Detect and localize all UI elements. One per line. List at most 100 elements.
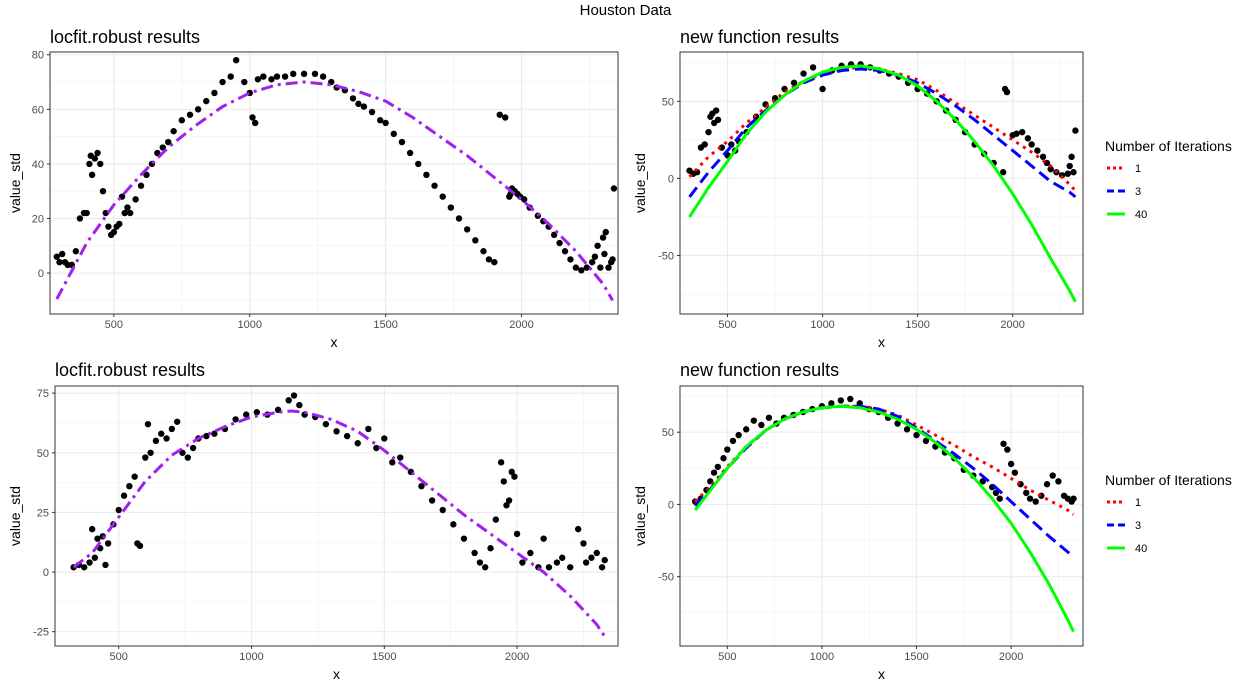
- data-point: [76, 215, 84, 222]
- y-tick-label: 50: [662, 427, 674, 439]
- data-point: [322, 420, 330, 428]
- data-point: [491, 258, 498, 266]
- x-tick-label: 500: [105, 319, 123, 331]
- data-point: [97, 160, 104, 168]
- y-tick-label: 75: [37, 388, 49, 400]
- data-point: [1004, 446, 1011, 453]
- data-point: [254, 76, 262, 83]
- chart-panel-4: 500 1000 1500 2000 -50 0 50 new function result…: [632, 360, 1232, 682]
- data-point: [116, 220, 123, 228]
- data-point: [99, 187, 107, 195]
- data-point: [1024, 135, 1032, 142]
- data-point: [158, 430, 165, 437]
- data-point: [124, 204, 131, 211]
- data-point: [203, 97, 210, 105]
- data-point: [979, 478, 986, 485]
- data-point: [91, 554, 99, 561]
- data-point: [131, 473, 138, 480]
- data-point: [809, 64, 817, 71]
- data-point: [147, 449, 154, 456]
- data-point: [102, 209, 109, 217]
- series-line-3: [693, 404, 1075, 558]
- data-layer: [70, 392, 608, 638]
- x-tick-label: 1000: [239, 651, 263, 663]
- legend-label-1: 1: [1135, 163, 1141, 175]
- data-point: [136, 542, 144, 550]
- data-point: [828, 400, 835, 407]
- y-tick-label: 0: [43, 567, 49, 579]
- data-point: [102, 561, 109, 569]
- data-point: [847, 395, 854, 403]
- data-point: [86, 160, 93, 168]
- x-tick-label: 2000: [999, 651, 1023, 663]
- data-point: [381, 435, 388, 442]
- data-layer: [686, 61, 1079, 303]
- data-point: [765, 414, 773, 421]
- data-point: [1066, 162, 1073, 170]
- data-point: [1028, 141, 1035, 148]
- data-point: [227, 73, 234, 80]
- data-point: [588, 258, 596, 266]
- legend-title: Number of Iterations: [1105, 472, 1232, 488]
- x-tick-label: 2000: [1000, 319, 1024, 331]
- data-point: [605, 264, 612, 271]
- data-point: [1026, 495, 1034, 502]
- data-point: [268, 76, 275, 83]
- data-point: [1039, 153, 1047, 160]
- data-point: [819, 85, 826, 93]
- data-point: [460, 535, 468, 542]
- data-point: [165, 138, 172, 146]
- data-point: [559, 554, 566, 561]
- panel-title: locfit.robust results: [50, 27, 200, 47]
- data-point: [232, 416, 239, 423]
- data-point: [1049, 472, 1056, 479]
- y-tick-label: 25: [37, 507, 49, 519]
- legend-label-3: 3: [1135, 520, 1141, 532]
- data-point: [572, 264, 580, 271]
- data-point: [120, 492, 128, 499]
- data-point: [591, 253, 599, 260]
- data-point: [609, 256, 616, 263]
- y-tick-label: 0: [668, 499, 674, 511]
- data-point: [705, 128, 712, 136]
- data-point: [582, 559, 590, 566]
- data-point: [159, 144, 166, 151]
- chart-panel-2: 500 1000 1500 2000 -50 0 50 new function result…: [632, 27, 1232, 350]
- legend-label-1: 1: [1135, 497, 1141, 509]
- data-point: [428, 497, 436, 504]
- data-point: [610, 185, 618, 192]
- data-point: [354, 440, 361, 447]
- x-tick-label: 1500: [904, 651, 928, 663]
- data-point: [251, 119, 259, 127]
- data-point: [800, 70, 807, 77]
- data-point: [211, 430, 218, 437]
- data-point: [143, 171, 150, 179]
- data-point: [290, 392, 298, 399]
- data-point: [550, 231, 558, 239]
- data-point: [502, 114, 509, 121]
- data-point: [83, 209, 90, 217]
- data-point: [249, 114, 256, 121]
- data-point: [996, 495, 1003, 502]
- data-point: [1007, 460, 1015, 468]
- data-point: [1032, 498, 1039, 505]
- data-point: [56, 258, 63, 266]
- data-point: [406, 149, 414, 157]
- data-point: [154, 149, 161, 157]
- data-point: [431, 182, 438, 189]
- y-axis-label: value_std: [632, 153, 648, 213]
- data-point: [382, 119, 389, 127]
- data-point: [232, 56, 240, 64]
- x-tick-label: 2000: [509, 319, 533, 331]
- data-point: [94, 149, 101, 157]
- data-point: [94, 535, 101, 542]
- data-point: [601, 250, 608, 258]
- y-tick-label: -50: [658, 250, 674, 262]
- data-point: [260, 73, 267, 80]
- data-point: [296, 401, 303, 409]
- data-point: [1023, 489, 1030, 497]
- data-point: [447, 204, 455, 211]
- data-point: [300, 70, 308, 78]
- panel-title: locfit.robust results: [55, 360, 205, 380]
- data-point: [482, 564, 489, 571]
